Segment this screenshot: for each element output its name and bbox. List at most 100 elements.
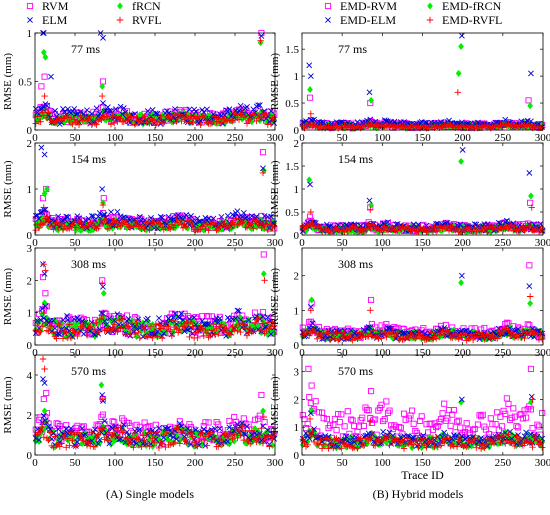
data-point [306,394,313,401]
data-point [156,315,162,322]
data-point [247,116,254,123]
x-tick-label: 200 [454,237,471,249]
data-point [239,219,246,226]
data-point [205,215,212,222]
data-point [159,214,166,221]
legend-label-emd-rvfl: EMD-RVFL [442,13,502,27]
data-point [319,409,326,416]
data-point [41,190,48,198]
x-tick-label: 300 [535,132,550,144]
y-tick-label: 0.5 [18,77,32,89]
data-point [56,321,63,329]
legend-marker-emd-frcn [427,2,433,10]
data-point [144,333,151,340]
data-point [114,223,121,230]
data-point [58,326,65,334]
data-point [67,334,75,342]
data-point [173,325,180,332]
data-point [155,118,163,126]
data-point [163,218,171,225]
data-point [98,315,105,323]
x-tick-label: 0 [32,237,38,249]
data-point [40,204,47,211]
data-point [141,225,148,233]
data-point [63,112,70,120]
data-point [479,411,486,418]
data-point [183,112,190,119]
x-tick-label: 300 [267,132,284,144]
data-point [143,333,150,340]
data-point [208,120,215,127]
data-point [224,212,231,219]
data-point [188,213,194,219]
data-point [96,220,103,228]
data-point [526,293,534,300]
data-point [307,110,315,118]
data-point [44,185,50,193]
data-point [114,328,121,335]
x-tick-label: 150 [414,237,431,249]
data-point [131,121,139,128]
data-point [268,331,274,337]
data-point [123,111,131,119]
data-point [171,324,179,331]
data-point [367,307,374,314]
data-point [261,223,268,231]
data-point [147,222,155,229]
data-point [96,210,103,216]
data-point [208,327,215,334]
data-point [115,317,123,324]
data-point [122,117,129,124]
data-point [135,329,142,337]
x-tick-label: 100 [107,457,124,469]
data-point [125,323,132,330]
data-point [136,334,143,342]
data-point [136,213,143,220]
data-point [40,395,47,403]
data-point [63,329,70,337]
data-point [215,330,222,338]
data-point [38,144,45,151]
horizon-annotation: 570 ms [71,364,106,378]
data-point [40,315,47,322]
y-axis-label: RMSE (mm) [269,160,281,217]
data-point [163,113,171,121]
data-point [202,326,209,334]
data-point [77,108,84,115]
data-point [248,213,255,219]
data-point [88,213,95,220]
data-point [108,209,114,215]
x-tick-label: 200 [454,132,471,144]
y-tick-label: 0 [27,340,33,352]
data-point [53,219,60,226]
data-point [104,112,111,120]
data-point [207,332,214,340]
data-point [39,322,46,330]
data-point [237,218,244,226]
data-point [210,219,217,227]
data-point [109,218,116,225]
data-point [181,220,188,228]
y-axis-label: RMSE (mm) [2,268,14,325]
data-point [111,321,118,328]
data-point [99,92,106,100]
data-point [40,260,47,268]
data-point [146,120,153,127]
x-tick-label: 250 [227,237,244,249]
data-point [152,121,159,129]
data-point [39,109,46,116]
data-point [176,314,183,321]
data-point [85,114,92,122]
data-point [99,78,107,85]
data-point [459,146,466,153]
y-tick-label: 0 [294,340,300,352]
data-point [380,428,387,435]
data-point [87,116,94,123]
data-point [463,420,470,427]
data-point [37,118,44,125]
data-point [69,120,76,128]
